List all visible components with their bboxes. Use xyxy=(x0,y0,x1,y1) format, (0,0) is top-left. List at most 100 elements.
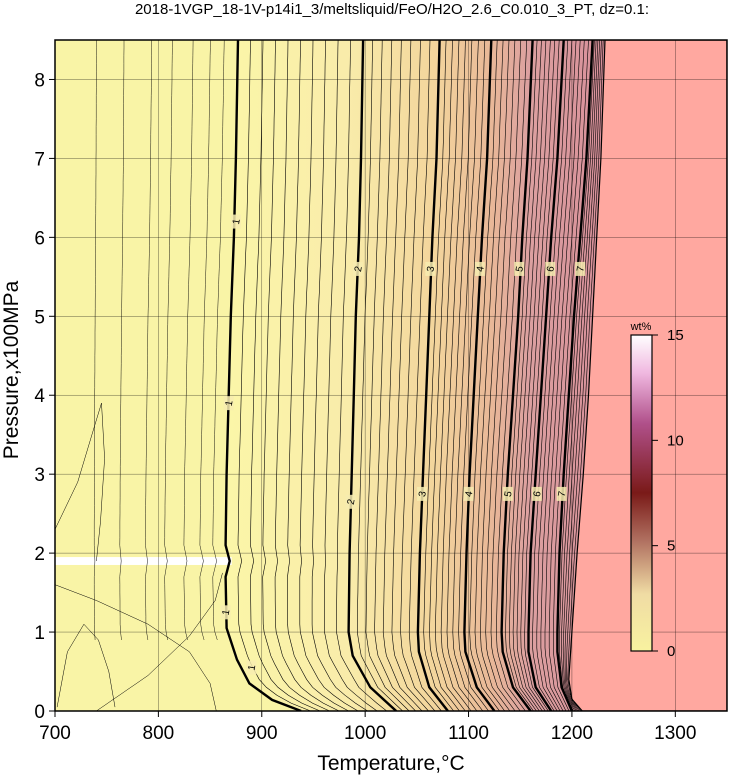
minor-contour-line xyxy=(274,40,340,711)
minor-contour-line xyxy=(566,40,602,711)
y-tick-label: 3 xyxy=(34,465,45,486)
low-contour-line xyxy=(164,40,173,641)
x-tick-label: 1300 xyxy=(654,723,696,744)
minor-contour-line xyxy=(512,40,547,711)
minor-contour-line xyxy=(532,40,569,711)
minor-contour-line xyxy=(505,40,538,711)
minor-contour-line xyxy=(548,40,585,711)
low-contour-line xyxy=(183,40,194,641)
low-contour-line xyxy=(96,572,223,711)
minor-contour-line xyxy=(262,40,330,711)
low-contour-line xyxy=(212,40,225,641)
minor-contour-line xyxy=(249,40,321,711)
contour-label: 6 xyxy=(545,265,557,273)
contour-label: 2 xyxy=(353,265,365,273)
contour-label: 1 xyxy=(224,399,236,407)
colorbar-tick-label: 5 xyxy=(667,538,675,555)
minor-contour-line xyxy=(400,40,436,711)
contour-label: 7 xyxy=(575,265,587,273)
low-contour-line xyxy=(55,403,105,562)
minor-contour-line xyxy=(516,40,551,711)
contour-label-bg xyxy=(345,494,356,509)
contour-label: 5 xyxy=(503,490,515,498)
colorbar-unit: wt% xyxy=(630,321,652,333)
x-tick-label: 800 xyxy=(143,723,175,744)
contour-labels: 1 1 1 1 2 2 3 3 4 4 5 5 6 6 7 7 xyxy=(220,214,587,675)
contour-label: 4 xyxy=(475,265,487,273)
minor-contour-line xyxy=(544,40,581,711)
minor-contour-line xyxy=(324,40,378,711)
minor-contour-line xyxy=(452,40,484,711)
y-axis-title: Pressure,x100MPa xyxy=(0,280,23,459)
minor-contour-line xyxy=(365,40,410,711)
minor-contour-line xyxy=(524,40,560,711)
colorbar-ticks: 0 5 10 15 xyxy=(652,327,684,660)
minor-contour-line xyxy=(434,40,466,711)
contour-label-bg xyxy=(502,486,513,501)
low-contour-line xyxy=(55,584,217,711)
minor-contour-line xyxy=(559,40,595,711)
y-tick-label: 1 xyxy=(34,623,45,644)
minor-contour-line xyxy=(458,40,489,711)
minor-contours xyxy=(237,40,604,711)
x-tick-label: 700 xyxy=(39,723,71,744)
y-tick-label: 8 xyxy=(34,70,45,91)
y-tick-label: 6 xyxy=(34,228,45,249)
minor-contour-line xyxy=(520,40,556,711)
contour-label: 6 xyxy=(532,490,544,498)
contour-label-bg xyxy=(531,486,542,501)
contour-label: 4 xyxy=(464,490,476,498)
colorbar-tick-label: 15 xyxy=(667,327,684,344)
contour-label-bg xyxy=(246,660,257,675)
contour-label: 2 xyxy=(346,498,358,506)
minor-contour-line xyxy=(560,40,597,711)
minor-contour-line xyxy=(540,40,577,711)
contour-label-bg xyxy=(352,261,363,276)
low-contour-line xyxy=(199,40,211,641)
minor-contour-line xyxy=(490,40,522,711)
x-tick-label: 1200 xyxy=(551,723,593,744)
x-tick-label: 1000 xyxy=(344,723,386,744)
minor-contour-line xyxy=(391,40,429,711)
minor-contour-line xyxy=(336,40,387,711)
minor-contour-line xyxy=(440,40,472,711)
contour-label-bg xyxy=(575,261,586,276)
minor-contour-line xyxy=(356,40,403,711)
x-tick-label: 900 xyxy=(246,723,278,744)
minor-contour-line xyxy=(287,40,349,711)
low-contour-line xyxy=(119,40,125,641)
minor-contour-line xyxy=(429,40,460,711)
x-axis-title: Temperature,°C xyxy=(317,752,464,775)
contour-label-bg xyxy=(417,486,428,501)
minor-contour-line xyxy=(495,40,527,711)
minor-contour-line xyxy=(382,40,423,711)
minor-contour-line xyxy=(553,40,589,711)
plot-frame xyxy=(54,39,728,712)
colorbar-tick-label: 0 xyxy=(667,643,675,660)
low-contour-line xyxy=(93,40,97,641)
contour-label: 3 xyxy=(417,490,429,498)
y-tick-label: 0 xyxy=(34,702,45,723)
minor-contour-line xyxy=(562,40,599,711)
minor-contour-line xyxy=(299,40,359,711)
colorbar-ramp xyxy=(630,334,653,652)
gradient-field xyxy=(225,40,605,711)
grid-lines xyxy=(55,40,727,711)
contour-label-bg xyxy=(545,261,556,276)
contour-label: 7 xyxy=(557,490,569,498)
minor-contour-line xyxy=(311,40,368,711)
contour-label: 1 xyxy=(247,664,259,672)
y-axis: 0 1 2 3 4 5 6 7 8 xyxy=(34,70,55,723)
plot-area xyxy=(55,40,727,711)
contour-label: 1 xyxy=(231,218,243,226)
left-contours xyxy=(55,40,225,711)
minor-contour-line xyxy=(485,40,516,711)
contour-label: 5 xyxy=(514,265,526,273)
plot-title: 2018-1VGP_18-1V-p14i1_3/meltsliquid/FeO/… xyxy=(135,1,649,18)
minor-contour-line xyxy=(474,40,505,711)
y-tick-label: 5 xyxy=(34,307,45,328)
minor-contour-line xyxy=(408,40,442,711)
contour-label-bg xyxy=(556,486,567,501)
x-axis: 700 800 900 1000 1100 1200 1300 xyxy=(39,711,696,744)
